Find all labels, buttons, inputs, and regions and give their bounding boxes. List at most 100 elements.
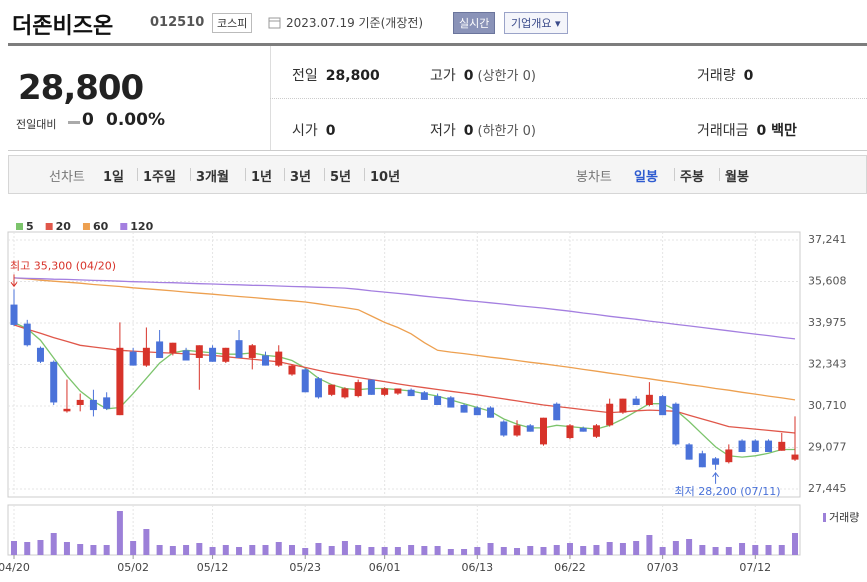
volume-bar: [381, 547, 388, 555]
candle-body: [63, 408, 71, 412]
company-label[interactable]: 기업개요: [511, 17, 552, 30]
candle-body: [606, 403, 614, 426]
candle-body: [725, 449, 733, 463]
item-label: 고가: [430, 68, 456, 84]
change: 0: [82, 110, 94, 130]
volume-bar: [394, 547, 401, 555]
price: 28,800: [18, 68, 144, 108]
summary-item: 고가 0 (상한가 0): [430, 65, 536, 85]
x-tick-label: 05/23: [289, 561, 321, 574]
tab-separator: [245, 168, 246, 181]
annotation-arrow: [10, 282, 18, 288]
candle-body: [381, 388, 389, 395]
volume-bar: [792, 533, 798, 555]
divider: [8, 43, 867, 46]
ma-line: [13, 277, 796, 401]
volume-bar: [752, 545, 759, 555]
candle-tab[interactable]: 주봉: [680, 170, 704, 185]
candle-body: [592, 425, 600, 437]
item-value: 0 백만: [756, 123, 797, 139]
summary-item: 거래량 0: [697, 65, 753, 85]
x-tick-label: 07/12: [739, 561, 771, 574]
x-tick-label: 06/22: [554, 561, 586, 574]
candle-body: [89, 399, 97, 411]
realtime-button[interactable]: 실시간: [453, 12, 496, 34]
item-label: 시가: [292, 123, 318, 139]
candle-chart-label: 봉차트: [576, 170, 612, 185]
volume-bar: [222, 545, 229, 555]
period-tab[interactable]: 3개월: [196, 170, 229, 185]
candle-tab[interactable]: 월봉: [725, 170, 749, 185]
volume-bar: [434, 546, 441, 555]
y-tick-label: 30,710: [808, 399, 847, 412]
volume-bar: [355, 545, 362, 555]
candle-body: [288, 365, 296, 375]
volume-bar: [500, 547, 507, 555]
candle-body: [407, 389, 415, 397]
volume-bar: [209, 547, 216, 555]
x-tick-label: 06/13: [461, 561, 493, 574]
candle-body: [579, 427, 587, 432]
volume-bar: [90, 545, 97, 555]
item-extra: (상한가 0): [477, 69, 536, 84]
volume-bar: [527, 546, 534, 555]
volume-bar: [461, 549, 468, 555]
candle-body: [367, 379, 375, 395]
item-label: 거래대금: [697, 123, 749, 139]
volume-label: 거래량: [829, 511, 859, 524]
candle-body: [685, 444, 693, 460]
period-tab[interactable]: 5년: [330, 170, 352, 185]
candle-body: [116, 347, 124, 416]
legend-swatch: [82, 223, 90, 230]
volume-bar: [302, 548, 309, 555]
volume-bar: [130, 541, 137, 555]
volume-bar: [553, 545, 560, 555]
stock-name: 더존비즈온: [12, 14, 114, 39]
volume-bar: [487, 543, 494, 555]
annotation: 최저 28,200 (07/11): [675, 485, 781, 498]
period-tab[interactable]: 1년: [251, 170, 273, 185]
line-chart-label: 선차트: [49, 170, 85, 185]
candle-body: [539, 417, 547, 445]
item-label: 저가: [430, 123, 456, 139]
volume-bar: [103, 545, 110, 555]
candle-body: [209, 347, 217, 362]
y-tick-label: 32,343: [808, 358, 847, 371]
stock-code: 012510: [150, 15, 205, 30]
candle-body: [248, 345, 256, 358]
candle-body: [513, 425, 521, 436]
volume-bar: [606, 542, 613, 555]
period-tab[interactable]: 1일: [103, 170, 125, 185]
candle-body: [632, 398, 640, 405]
period-tab[interactable]: 3년: [290, 170, 312, 185]
candle-body: [275, 351, 283, 366]
candle-body: [354, 382, 362, 397]
volume-bar: [421, 546, 428, 555]
legend-swatch: [45, 223, 53, 230]
volume-bar: [77, 544, 84, 555]
candle-tab[interactable]: 일봉: [634, 170, 658, 185]
candle-body: [76, 399, 84, 405]
change-label: 전일대비: [16, 118, 57, 131]
volume-bar: [156, 545, 163, 555]
legend-label: 60: [93, 220, 109, 233]
period-tab[interactable]: 1주일: [143, 170, 176, 185]
period-tab[interactable]: 10년: [370, 170, 401, 185]
volume-bar: [50, 533, 57, 555]
candle-body: [473, 407, 481, 416]
summary-item: 전일 28,800: [292, 65, 380, 85]
volume-bar: [566, 543, 573, 555]
separator: [270, 98, 867, 99]
volume-bar: [633, 541, 640, 555]
volume-bar: [196, 543, 203, 555]
company-dropdown[interactable]: 기업개요 ▾: [504, 12, 568, 34]
x-tick-label: 06/01: [369, 561, 401, 574]
volume-bar: [514, 548, 521, 555]
item-label: 거래량: [697, 68, 736, 84]
candle-body: [262, 355, 270, 366]
candle-body: [182, 350, 190, 361]
volume-bar: [778, 545, 785, 555]
candle-body: [434, 396, 442, 405]
item-value: 0: [463, 123, 474, 139]
candle-body: [447, 397, 455, 408]
